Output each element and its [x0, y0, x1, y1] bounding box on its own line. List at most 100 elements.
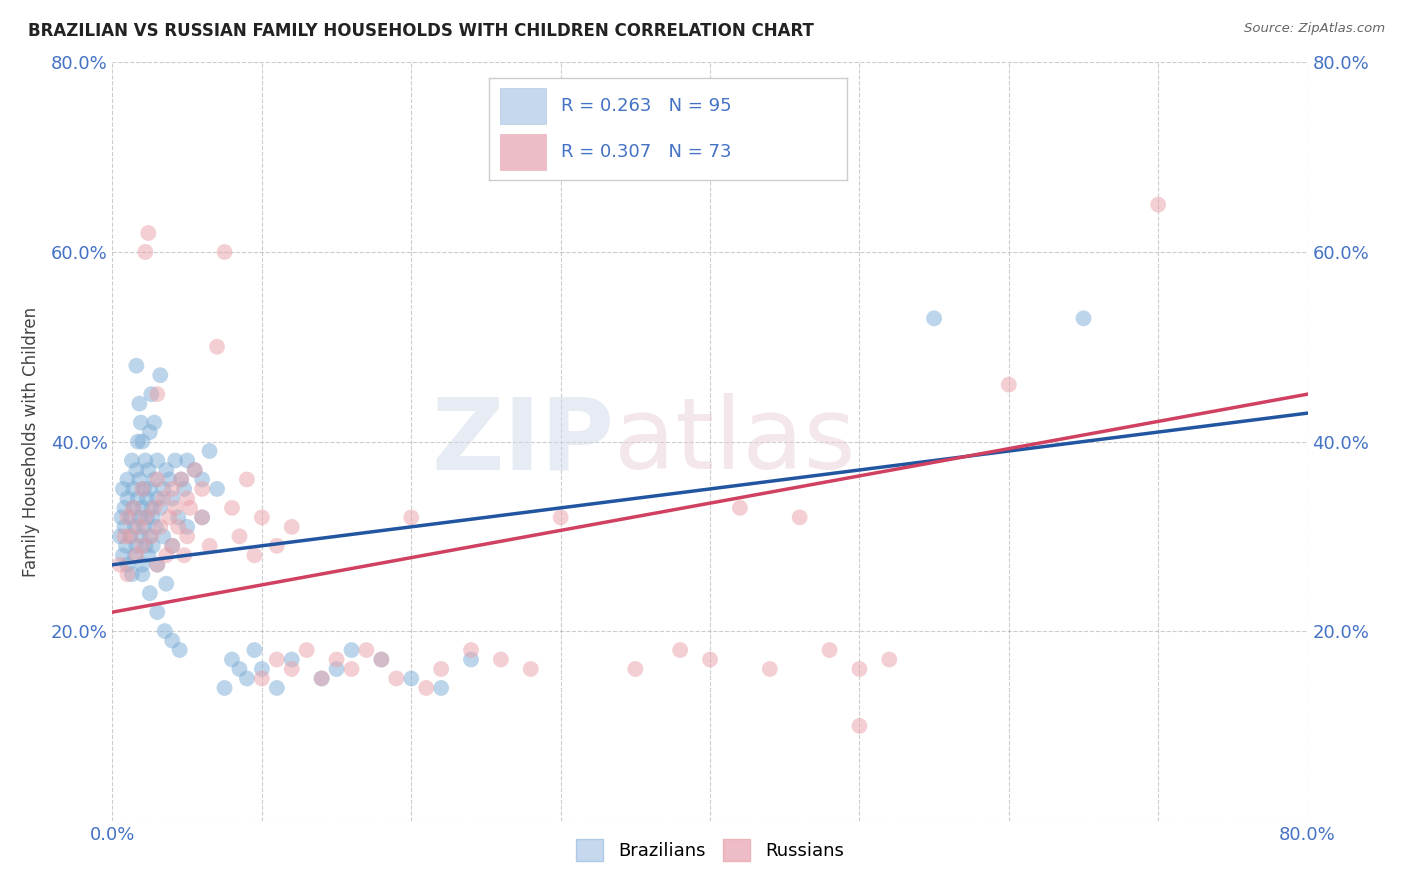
Point: [789, 510, 811, 524]
Point: [141, 500, 163, 515]
Point: [127, 491, 149, 506]
Point: [169, 643, 191, 657]
Point: [489, 652, 512, 666]
Point: [460, 652, 482, 666]
Point: [430, 681, 453, 695]
Point: [135, 510, 157, 524]
Point: [340, 643, 363, 657]
Point: [848, 662, 870, 676]
Point: [325, 652, 347, 666]
Point: [125, 359, 148, 373]
Point: [370, 652, 392, 666]
Point: [124, 520, 146, 534]
Point: [142, 510, 165, 524]
Point: [157, 473, 180, 487]
Point: [145, 520, 167, 534]
Point: [170, 473, 193, 487]
Point: [121, 567, 143, 582]
Point: [401, 510, 423, 524]
Point: [221, 652, 243, 666]
Point: [114, 500, 135, 515]
Point: [162, 482, 183, 496]
Point: [111, 482, 134, 496]
Point: [139, 425, 162, 439]
Point: [117, 510, 139, 524]
Point: [121, 453, 143, 467]
Point: [176, 491, 198, 506]
Point: [624, 662, 647, 676]
Point: [167, 520, 190, 534]
Point: [311, 672, 333, 686]
Point: [162, 633, 183, 648]
Point: [162, 539, 183, 553]
Point: [311, 672, 333, 686]
Point: [250, 510, 273, 524]
Point: [146, 605, 169, 619]
Point: [149, 500, 172, 515]
Point: [191, 482, 214, 496]
Point: [146, 453, 169, 467]
Point: [236, 473, 259, 487]
Point: [669, 643, 692, 657]
Point: [138, 548, 160, 563]
Point: [520, 662, 543, 676]
Point: [110, 510, 132, 524]
Point: [281, 652, 304, 666]
Legend: Brazilians, Russians: Brazilians, Russians: [569, 832, 851, 869]
Point: [108, 529, 131, 543]
Point: [179, 500, 201, 515]
Point: [460, 643, 482, 657]
Point: [142, 539, 165, 553]
Point: [143, 473, 166, 487]
Point: [167, 510, 190, 524]
Point: [157, 510, 180, 524]
Point: [152, 529, 174, 543]
Point: [250, 662, 273, 676]
Point: [117, 558, 139, 572]
Point: [135, 491, 157, 506]
Point: [117, 491, 139, 506]
Point: [128, 396, 150, 410]
Point: [115, 539, 138, 553]
Point: [146, 387, 169, 401]
Point: [127, 434, 149, 449]
Point: [266, 681, 288, 695]
Point: [143, 500, 166, 515]
Point: [149, 520, 172, 534]
Text: ZIP: ZIP: [432, 393, 614, 490]
Point: [401, 672, 423, 686]
Point: [922, 311, 945, 326]
Point: [430, 662, 453, 676]
Point: [191, 510, 214, 524]
Point: [139, 482, 162, 496]
Point: [128, 473, 150, 487]
Point: [152, 482, 174, 496]
Point: [243, 548, 266, 563]
Point: [221, 500, 243, 515]
Point: [141, 387, 163, 401]
Point: [281, 520, 304, 534]
Point: [146, 473, 169, 487]
Point: [138, 463, 160, 477]
Point: [198, 444, 221, 458]
Point: [134, 453, 156, 467]
Text: BRAZILIAN VS RUSSIAN FAMILY HOUSEHOLDS WITH CHILDREN CORRELATION CHART: BRAZILIAN VS RUSSIAN FAMILY HOUSEHOLDS W…: [28, 22, 814, 40]
Point: [162, 491, 183, 506]
Point: [132, 482, 155, 496]
Point: [122, 500, 145, 515]
Point: [1147, 197, 1170, 211]
Point: [356, 643, 378, 657]
Point: [173, 482, 195, 496]
Point: [281, 662, 304, 676]
Point: [122, 500, 145, 515]
Point: [114, 520, 135, 534]
Point: [699, 652, 721, 666]
Point: [128, 510, 150, 524]
Y-axis label: Family Households with Children: Family Households with Children: [21, 307, 39, 576]
Point: [134, 510, 156, 524]
Point: [117, 567, 139, 582]
Point: [243, 643, 266, 657]
Point: [120, 529, 142, 543]
Point: [998, 377, 1021, 392]
Point: [165, 500, 187, 515]
